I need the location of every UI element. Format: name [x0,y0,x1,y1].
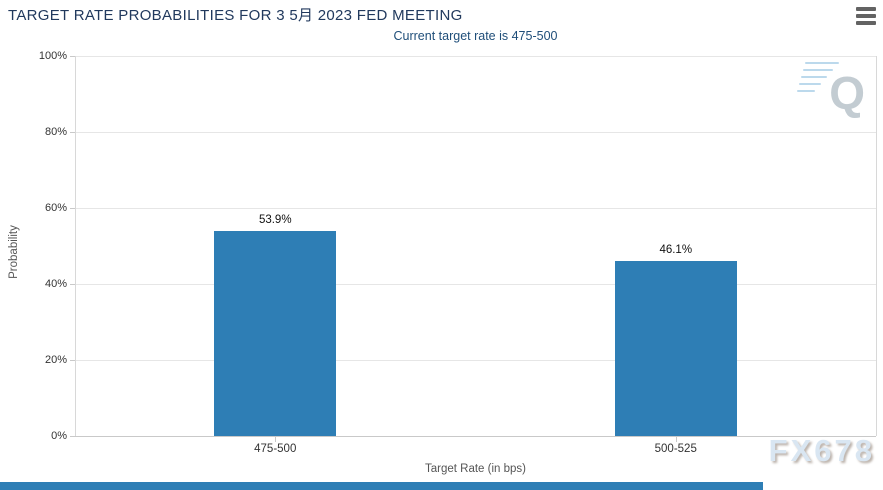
y-gridline [75,131,876,133]
chart-subtitle: Current target rate is 475-500 [393,29,558,43]
bar-value-label: 53.9% [258,214,292,227]
bottom-accent-bar [0,482,763,490]
y-axis-line [75,56,76,436]
x-category-label: 475-500 [254,443,297,455]
chart-title: TARGET RATE PROBABILITIES FOR 3 5月 2023 … [8,7,463,24]
quikstrike-logo: Q [797,60,865,130]
y-tick-label: 0% [51,430,67,442]
y-tick-mark [70,284,75,285]
y-tick-label: 60% [44,202,67,214]
hamburger-bar [856,21,876,25]
hamburger-bar [856,14,876,18]
y-tick-label: 100% [38,50,67,62]
x-axis-line [75,436,876,437]
y-gridline [75,207,876,209]
y-tick-label: 40% [44,278,67,290]
x-axis-title: Target Rate (in bps) [425,463,526,475]
y-gridline [75,55,876,57]
x-tick-mark [675,436,677,442]
y-tick-label: 80% [44,126,67,138]
x-tick-mark [275,436,277,442]
fx678-watermark: FX678 [768,433,875,468]
q-logo-letter: Q [829,67,865,119]
y-axis-title: Probability [8,225,20,279]
plot-right-border [876,56,877,436]
x-category-label: 500-525 [654,443,697,455]
y-tick-mark [70,56,75,57]
y-tick-label: 20% [44,354,67,366]
bar-value-label: 46.1% [659,243,693,256]
bar-500-525[interactable] [614,260,737,436]
y-tick-mark [70,208,75,209]
hamburger-bar [856,7,876,11]
y-tick-mark [70,132,75,133]
y-tick-mark [70,360,75,361]
bar-475-500[interactable] [214,231,337,436]
y-tick-mark [70,436,75,437]
y-gridline [75,359,876,361]
y-gridline [75,283,876,285]
hamburger-menu-icon[interactable] [854,7,878,27]
logo-stripes-icon [797,62,839,126]
